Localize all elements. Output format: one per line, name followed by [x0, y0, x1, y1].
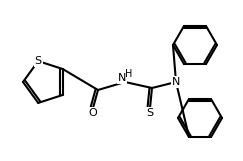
Text: H: H [125, 69, 133, 79]
Text: S: S [147, 108, 154, 118]
Text: N: N [172, 77, 180, 87]
Text: O: O [89, 108, 97, 118]
Text: S: S [35, 56, 42, 66]
Text: N: N [118, 73, 126, 83]
